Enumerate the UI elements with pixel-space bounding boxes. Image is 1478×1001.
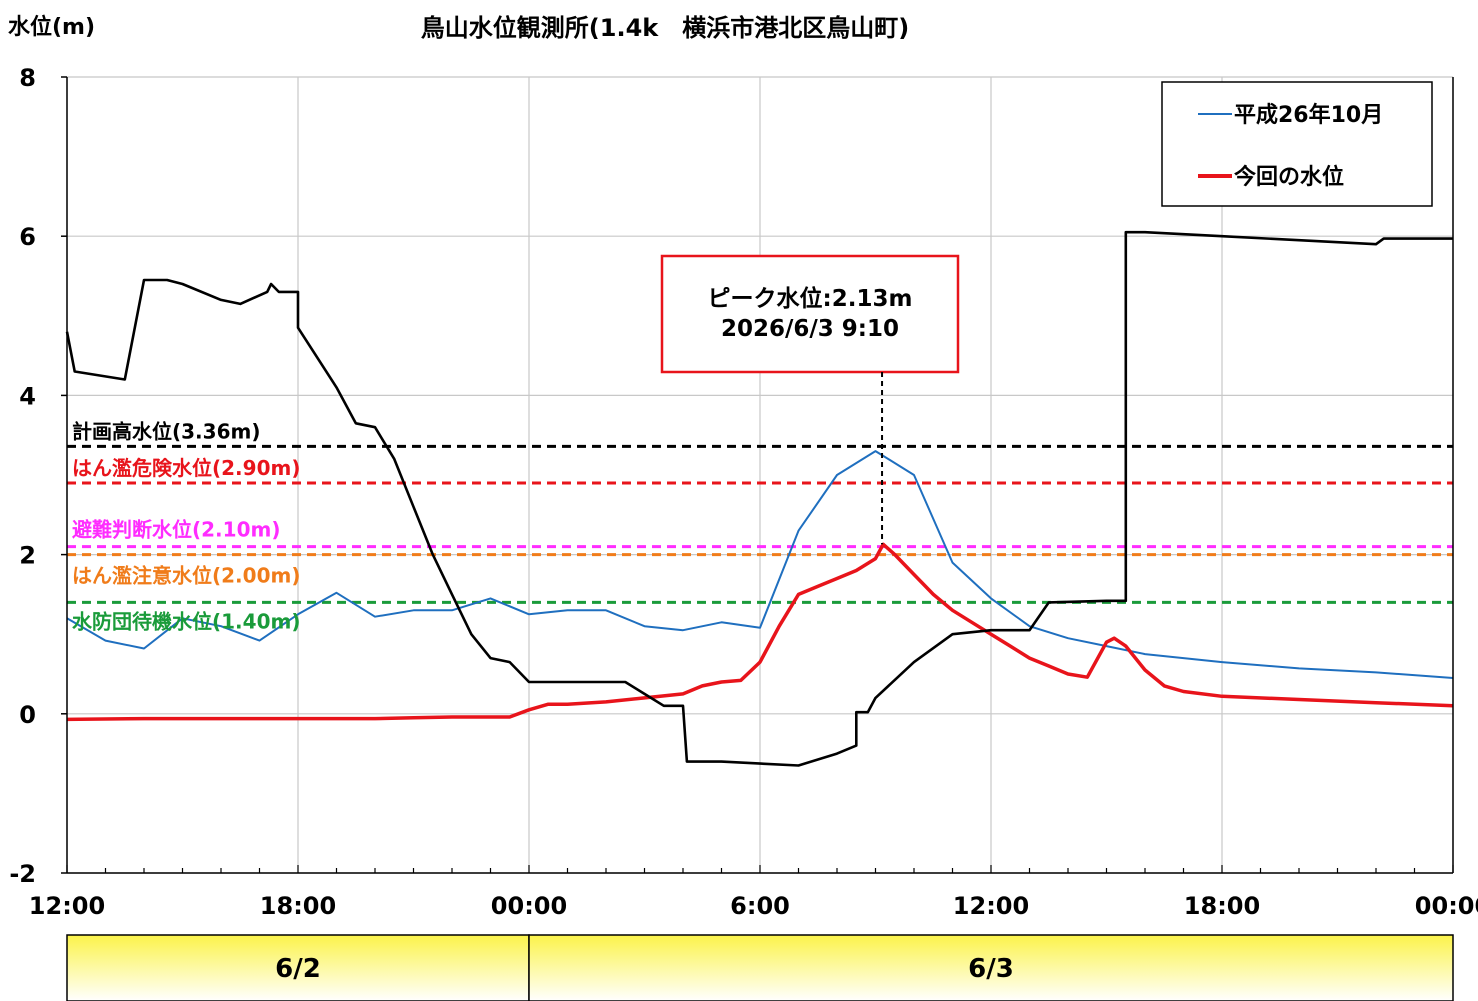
date-label: 6/3: [968, 954, 1014, 984]
x-tick-label: 00:00: [491, 892, 567, 920]
axes: -2 0 2 4 6 8 12:00 18:00 00:00 6:00 12:00 18:00 00:0…: [9, 64, 1478, 920]
y-tick-label: 4: [19, 382, 36, 410]
series-line-1: [66, 450, 1454, 679]
threshold-lines: [67, 444, 1453, 604]
series-lines: [65, 230, 1454, 767]
date-bar: 6/2 6/3: [66, 934, 1454, 1001]
series-line-3: [65, 230, 1453, 767]
peak-annotation-box: [660, 254, 960, 374]
peak-annotation-line2: 2026/6/3 9:10: [721, 316, 899, 342]
y-tick-label: 8: [19, 64, 36, 92]
peak-annotation-line1: ピーク水位:2.13m: [708, 285, 913, 312]
x-tick-label: 6:00: [730, 892, 790, 920]
date-cell: [528, 934, 1454, 1001]
peak-annotation: ピーク水位:2.13m 2026/6/3 9:10: [660, 254, 960, 545]
y-axis-label: 水位(m): [8, 14, 95, 40]
legend-box: [1161, 81, 1433, 207]
threshold-label: 避難判断水位(2.10m): [72, 518, 280, 542]
threshold-label: 計画高水位(3.36m): [72, 419, 260, 443]
threshold-label: 水防団待機水位(1.40m): [72, 609, 300, 633]
y-tick-label: 2: [19, 542, 36, 570]
x-tick-label: 00:00: [1415, 892, 1478, 920]
legend-label-2: 今回の水位: [1234, 164, 1344, 190]
y-tick-label: 6: [19, 223, 36, 251]
threshold-label: はん濫危険水位(2.90m): [72, 456, 300, 480]
y-tick-label: 0: [19, 701, 36, 729]
threshold-label: はん濫注意水位(2.00m): [72, 564, 300, 588]
x-tick-label: 12:00: [953, 892, 1029, 920]
series-line-2: [66, 542, 1454, 722]
legend-label-1: 平成26年10月: [1234, 102, 1383, 128]
x-tick-label: 18:00: [1184, 892, 1260, 920]
date-label: 6/2: [275, 954, 321, 984]
x-tick-label: 12:00: [29, 892, 105, 920]
chart-title: 鳥山水位観測所(1.4k 横浜市港北区鳥山町): [421, 14, 909, 42]
x-tick-label: 18:00: [260, 892, 336, 920]
y-tick-label: -2: [9, 860, 36, 888]
legend: 平成26年10月 今回の水位: [1161, 81, 1433, 207]
